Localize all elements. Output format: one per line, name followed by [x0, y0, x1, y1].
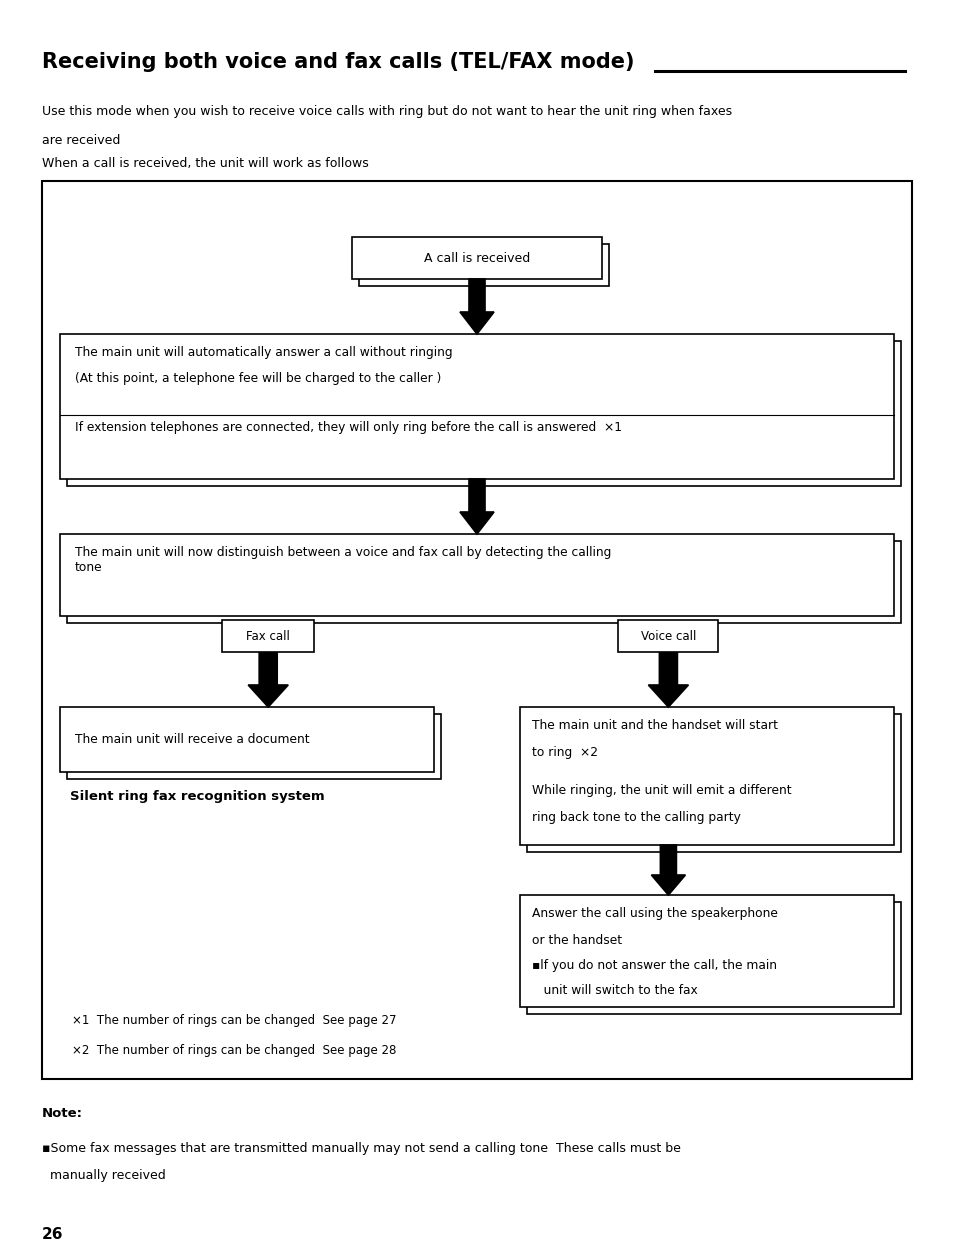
Text: ▪Some fax messages that are transmitted manually may not send a calling tone  Th: ▪Some fax messages that are transmitted …	[42, 1143, 680, 1155]
Bar	[67, 714, 440, 779]
Text: (At this point, a telephone fee will be charged to the caller ): (At this point, a telephone fee will be …	[75, 372, 441, 385]
Text: Voice call: Voice call	[640, 630, 696, 642]
Bar	[358, 244, 608, 287]
Text: A call is received: A call is received	[423, 251, 530, 264]
Text: ×1  The number of rings can be changed  See page 27: ×1 The number of rings can be changed Se…	[71, 1014, 396, 1027]
Text: Fax call: Fax call	[246, 630, 290, 642]
Text: are received: are received	[42, 134, 120, 147]
Text: ring back tone to the calling party: ring back tone to the calling party	[532, 811, 740, 825]
Text: to ring  ×2: to ring ×2	[532, 745, 598, 759]
Bar	[42, 181, 911, 1079]
Polygon shape	[648, 652, 688, 706]
Bar	[526, 714, 900, 852]
Polygon shape	[651, 845, 684, 895]
Text: Use this mode when you wish to receive voice calls with ring but do not want to : Use this mode when you wish to receive v…	[42, 106, 731, 118]
Text: or the handset: or the handset	[532, 934, 621, 947]
Bar	[60, 334, 893, 479]
Polygon shape	[459, 479, 494, 534]
Text: Silent ring fax recognition system: Silent ring fax recognition system	[70, 789, 324, 803]
Text: Note:: Note:	[42, 1107, 83, 1120]
Bar	[222, 620, 314, 652]
Bar	[352, 238, 601, 279]
Bar	[519, 706, 893, 845]
Text: manually received: manually received	[42, 1169, 166, 1182]
Bar	[526, 903, 900, 1014]
Bar	[60, 706, 434, 772]
Text: The main unit will now distinguish between a voice and fax call by detecting the: The main unit will now distinguish betwe…	[75, 546, 611, 574]
Text: Receiving both voice and fax calls (TEL/FAX mode): Receiving both voice and fax calls (TEL/…	[42, 52, 634, 72]
Text: If extension telephones are connected, they will only ring before the call is an: If extension telephones are connected, t…	[75, 421, 621, 434]
Text: ▪lf you do not answer the call, the main: ▪lf you do not answer the call, the main	[532, 959, 776, 972]
Polygon shape	[248, 652, 288, 706]
Text: The main unit and the handset will start: The main unit and the handset will start	[532, 719, 777, 732]
Text: The main unit will receive a document: The main unit will receive a document	[75, 733, 310, 745]
Bar	[67, 341, 900, 486]
Bar	[618, 620, 718, 652]
Text: The main unit will automatically answer a call without ringing: The main unit will automatically answer …	[75, 346, 452, 360]
Bar	[60, 534, 893, 616]
Polygon shape	[459, 279, 494, 334]
Bar	[67, 541, 900, 623]
Text: While ringing, the unit will emit a different: While ringing, the unit will emit a diff…	[532, 784, 791, 797]
Bar	[519, 895, 893, 1007]
Text: ×2  The number of rings can be changed  See page 28: ×2 The number of rings can be changed Se…	[71, 1045, 395, 1057]
Text: When a call is received, the unit will work as follows: When a call is received, the unit will w…	[42, 157, 369, 170]
Text: unit will switch to the fax: unit will switch to the fax	[532, 984, 697, 997]
Text: Answer the call using the speakerphone: Answer the call using the speakerphone	[532, 908, 777, 920]
Text: 26: 26	[42, 1227, 64, 1242]
